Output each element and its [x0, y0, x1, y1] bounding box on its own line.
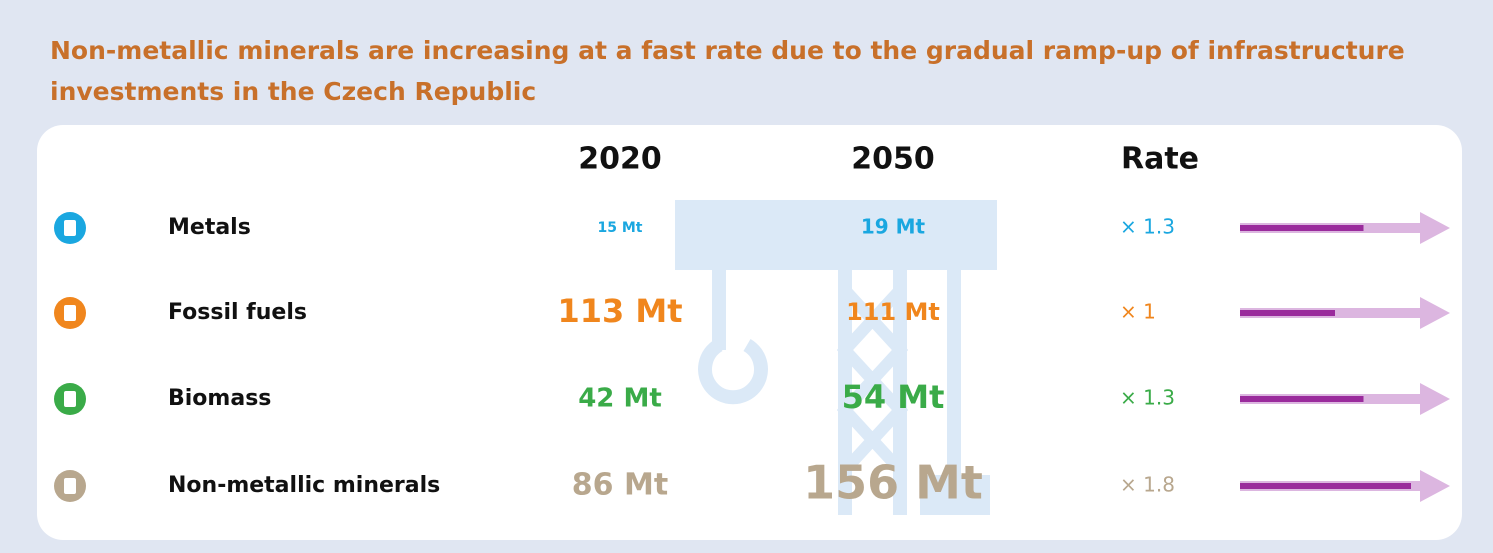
row-icon-glyph: [64, 220, 76, 236]
rate-label: × 1.8: [1120, 473, 1175, 497]
rate-bar: [1240, 310, 1335, 316]
value-2020: 86 Mt: [572, 468, 668, 503]
infographic: Non-metallic minerals are increasing at …: [0, 0, 1493, 553]
row-label: Non-metallic minerals: [168, 473, 440, 498]
value-2050: 54 Mt: [842, 378, 945, 416]
value-2020: 42 Mt: [578, 384, 662, 414]
value-2050: 111 Mt: [846, 298, 940, 326]
row-label: Metals: [168, 215, 251, 240]
rate-bar: [1240, 483, 1411, 489]
column-header: Rate: [1121, 142, 1199, 177]
row-icon-glyph: [64, 391, 76, 407]
row-label: Fossil fuels: [168, 300, 307, 325]
column-header: 2020: [578, 142, 662, 177]
rate-label: × 1.3: [1120, 215, 1175, 239]
row-icon-glyph: [64, 478, 76, 494]
column-header: 2050: [851, 142, 935, 177]
value-2050: 19 Mt: [861, 215, 926, 239]
rate-label: × 1: [1120, 300, 1156, 324]
row-icon-glyph: [64, 305, 76, 321]
rate-bar: [1240, 225, 1364, 231]
value-2050: 156 Mt: [803, 456, 983, 510]
value-2020: 15 Mt: [598, 220, 643, 236]
rate-label: × 1.3: [1120, 386, 1175, 410]
rate-bar: [1240, 396, 1364, 402]
value-2020: 113 Mt: [557, 292, 682, 330]
row-label: Biomass: [168, 386, 271, 411]
